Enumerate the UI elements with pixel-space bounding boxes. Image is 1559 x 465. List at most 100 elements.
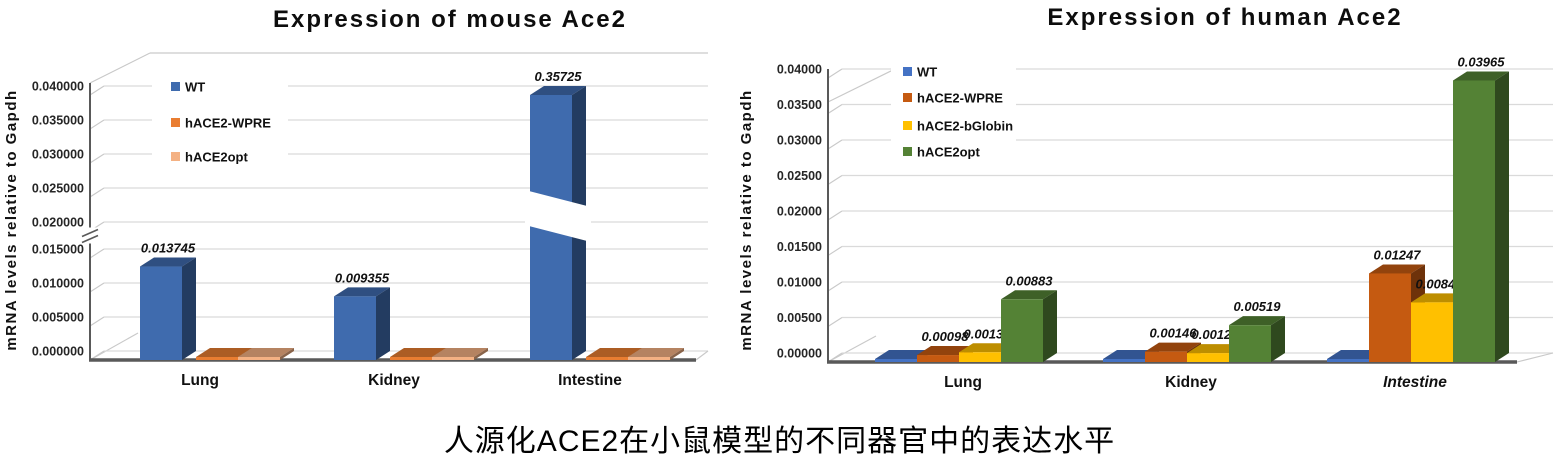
legend-label: hACE2opt (917, 145, 981, 160)
data-label: 0.00098 (922, 329, 970, 344)
tick-connector (89, 187, 105, 198)
bar-top (530, 86, 586, 95)
bar-front (140, 266, 182, 360)
bar-front (1327, 359, 1369, 362)
legend-label: WT (917, 65, 937, 80)
floor-edge-right (695, 350, 709, 361)
tick-connector (89, 316, 105, 327)
bar-front (875, 359, 917, 362)
y-tick-label: 0.005000 (32, 311, 84, 325)
y-axis-title: mRNA levels relative to Gapdh (738, 89, 755, 350)
wall-edge (827, 68, 896, 103)
bar-top (238, 348, 294, 357)
data-label: 0.009355 (335, 270, 390, 285)
bar-front (959, 352, 1001, 362)
bar-side (280, 348, 294, 360)
y-tick-label: 0.01500 (777, 240, 822, 254)
legend-swatch (171, 118, 180, 127)
tick-connector (89, 248, 105, 259)
data-label: 0.01247 (1374, 247, 1422, 262)
data-label: 0.00883 (1006, 273, 1054, 288)
y-tick-label: 0.02500 (777, 169, 822, 183)
tick-connector (827, 139, 843, 150)
bar-front (1145, 351, 1187, 362)
y-tick-label: 0.03500 (777, 98, 822, 112)
floor-edge (827, 335, 877, 363)
data-label: 0.00137 (964, 326, 1012, 341)
data-label: 0.013745 (141, 241, 196, 256)
bar-top (1001, 290, 1057, 300)
legend-label: hACE2-WPRE (917, 91, 1003, 106)
wall-edge (89, 52, 151, 84)
category-label: Kidney (1165, 374, 1217, 391)
bar-top (196, 348, 252, 357)
bar-top (432, 348, 488, 357)
legend-label: hACE2-WPRE (185, 116, 271, 131)
y-tick-label: 0.00500 (777, 311, 822, 325)
legend-swatch (171, 82, 180, 91)
bar-top (1453, 71, 1509, 81)
bar-front (1369, 273, 1411, 362)
data-label: 0.35725 (535, 69, 583, 84)
y-tick-label: 0.015000 (32, 243, 84, 257)
tick-connector (827, 246, 843, 256)
bar-top (586, 348, 642, 357)
bar-top (140, 257, 196, 267)
figure-caption: 人源化ACE2在小鼠模型的不同器官中的表达水平 (443, 425, 1116, 458)
y-tick-label: 0.025000 (32, 182, 84, 196)
bar-front (390, 357, 432, 360)
category-label: Lung (181, 372, 219, 389)
legend-swatch (171, 152, 180, 161)
bar-side (1271, 316, 1285, 362)
bar-side (1043, 290, 1057, 362)
bar-side (182, 257, 196, 360)
chart-panel-mouse-ace2: Expression of mouse Ace2 0.040000 0.03500… (0, 0, 732, 410)
y-tick-label: 0.035000 (32, 114, 84, 128)
category-label: Intestine (558, 372, 622, 389)
y-tick-label: 0.040000 (32, 80, 84, 94)
y-tick-label: 0.00000 (777, 347, 822, 361)
bar-side (1495, 71, 1509, 363)
bar-front (334, 296, 376, 360)
y-axis-title: mRNA levels relative to Gapdh (3, 89, 20, 350)
bar-top (1369, 264, 1425, 274)
bar-top (628, 348, 684, 357)
bar-top (334, 287, 390, 297)
legend-label: hACE2opt (185, 150, 249, 165)
y-tick-label: 0.030000 (32, 148, 84, 162)
chart-panel-human-ace2: Expression of human Ace2 0.04000 0.03500 0… (735, 0, 1559, 410)
bar-front (1411, 302, 1453, 362)
legend-label: WT (185, 80, 205, 95)
bar-top (1145, 342, 1201, 352)
tick-connector (827, 210, 843, 221)
tick-connector (827, 68, 843, 79)
legend-swatch (903, 121, 912, 130)
bar-chart-mouse-ace2: 0.040000 0.035000 0.030000 0.025000 0.020000… (3, 52, 709, 389)
bar-front (238, 357, 280, 360)
y-tick-label: 0.04000 (777, 63, 822, 77)
tick-connector (827, 175, 843, 185)
tick-connector (89, 85, 105, 96)
tick-connector (89, 282, 105, 293)
y-tick-label: 0.020000 (32, 216, 84, 230)
legend-swatch (903, 93, 912, 102)
bar-front (1453, 80, 1495, 363)
legend-label: hACE2-bGlobin (917, 119, 1013, 134)
legend-swatch (903, 147, 912, 156)
bar-front (917, 355, 959, 362)
axis-break-mark (81, 228, 99, 238)
bar-side (670, 348, 684, 360)
bar-front (1103, 359, 1145, 362)
chart-title-human: Expression of human Ace2 (1047, 4, 1403, 31)
tick-connector (89, 153, 105, 164)
category-label: Lung (944, 374, 982, 391)
bar-side (376, 287, 390, 360)
tick-connector (827, 104, 843, 114)
data-label: 0.03965 (1458, 54, 1506, 69)
bar-front (1187, 353, 1229, 362)
axis-break-mark (81, 234, 99, 244)
legend-swatch (903, 67, 912, 76)
tick-connector (89, 119, 105, 130)
bar-break-band (525, 190, 591, 242)
